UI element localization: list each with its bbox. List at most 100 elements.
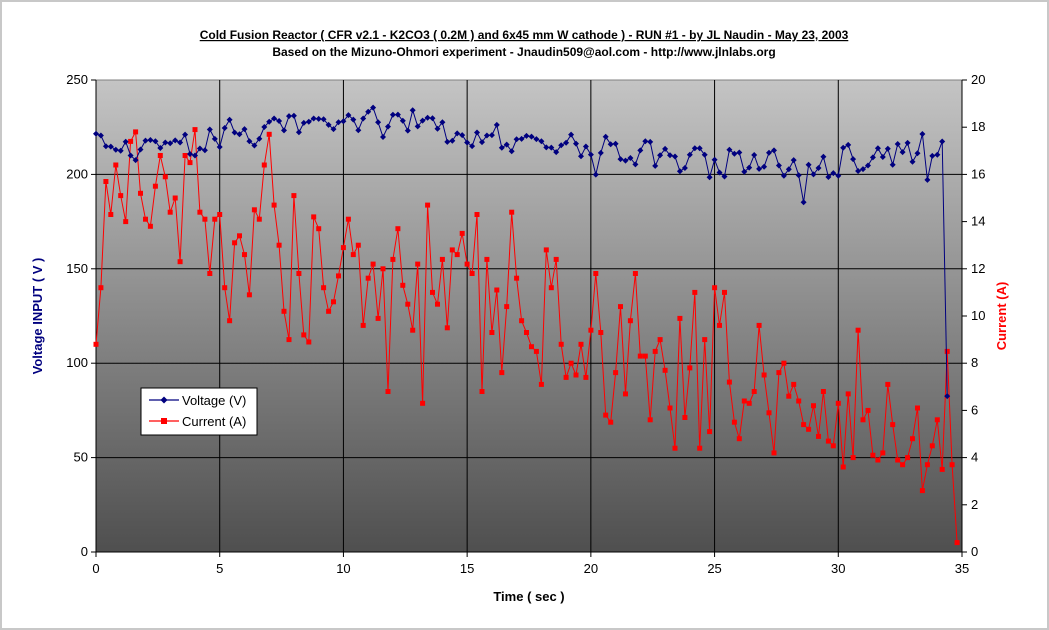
voltage-point: [746, 164, 753, 171]
current-point: [395, 226, 401, 232]
current-point: [910, 436, 915, 442]
voltage-point: [365, 108, 372, 115]
current-point: [519, 318, 525, 324]
current-point: [217, 212, 223, 217]
voltage-point: [637, 147, 644, 154]
voltage-point: [751, 152, 758, 158]
current-point: [553, 256, 559, 262]
voltage-point: [785, 166, 792, 173]
current-point: [627, 318, 633, 324]
current-point: [449, 247, 455, 253]
voltage-point: [919, 131, 926, 137]
current-point: [464, 261, 470, 267]
current-point: [222, 285, 228, 291]
voltage-point: [162, 139, 169, 146]
current-point: [578, 341, 584, 347]
current-point: [103, 179, 109, 184]
voltage-point: [934, 151, 941, 158]
voltage-point: [899, 149, 906, 156]
y-right-tick-label: 2: [971, 497, 978, 512]
y-right-tick-label: 0: [971, 544, 978, 559]
voltage-point: [810, 171, 817, 178]
voltage-point: [835, 172, 842, 179]
current-point: [291, 193, 297, 199]
current-point: [202, 216, 208, 222]
voltage-point: [716, 169, 723, 176]
voltage-point: [474, 129, 480, 136]
voltage-point: [488, 132, 495, 139]
voltage-point: [800, 199, 807, 206]
y-left-tick-label: 50: [74, 450, 88, 465]
voltage-point: [345, 112, 352, 119]
voltage-point: [256, 135, 263, 142]
current-point: [232, 240, 238, 246]
legend-voltage-label: Voltage (V): [182, 393, 246, 408]
voltage-point: [563, 139, 570, 146]
current-point: [439, 256, 445, 262]
voltage-point: [459, 132, 466, 139]
voltage-point: [483, 132, 490, 139]
voltage-point: [439, 119, 446, 126]
current-point: [306, 339, 312, 345]
current-point: [118, 193, 124, 199]
current-point: [712, 285, 718, 291]
voltage-point: [246, 138, 253, 145]
current-point: [543, 247, 549, 253]
current-point: [771, 450, 777, 456]
current-point: [816, 433, 821, 439]
current-point: [623, 391, 628, 397]
voltage-point: [879, 154, 886, 160]
current-point: [533, 348, 539, 354]
voltage-point: [375, 119, 382, 126]
current-point: [707, 429, 713, 435]
current-point: [637, 353, 643, 359]
current-point: [677, 315, 683, 321]
voltage-point: [627, 155, 634, 161]
current-point: [870, 452, 876, 458]
current-point: [697, 445, 703, 451]
current-point: [360, 322, 366, 328]
voltage-point: [290, 112, 297, 119]
current-point: [345, 216, 351, 222]
y-right-tick-label: 6: [971, 402, 978, 417]
y-right-tick-label: 4: [971, 450, 978, 465]
voltage-point: [360, 115, 367, 122]
y-left-tick-label: 100: [66, 355, 88, 370]
voltage-point: [305, 118, 312, 125]
voltage-point: [295, 129, 302, 136]
current-point: [331, 299, 336, 305]
voltage-point: [167, 140, 174, 147]
current-point: [355, 242, 361, 248]
current-point: [281, 308, 287, 314]
current-point: [227, 318, 233, 324]
current-point: [934, 417, 940, 423]
current-point: [504, 304, 510, 310]
current-point: [949, 462, 955, 468]
voltage-point: [721, 173, 728, 180]
voltage-point: [840, 144, 847, 151]
y-right-tick-label: 8: [971, 355, 978, 370]
current-point: [147, 223, 153, 229]
current-point: [682, 415, 688, 420]
current-point: [182, 153, 188, 158]
current-point: [509, 209, 515, 215]
current-point: [489, 330, 495, 335]
voltage-point: [192, 152, 198, 159]
voltage-point: [701, 151, 708, 158]
y-right-tick-label: 10: [971, 308, 985, 323]
current-point: [642, 353, 648, 359]
voltage-point: [558, 142, 565, 149]
current-point: [702, 337, 708, 343]
current-point: [138, 190, 143, 196]
current-point: [603, 412, 609, 418]
voltage-point: [385, 123, 391, 130]
current-point: [632, 271, 638, 276]
current-point: [375, 315, 381, 321]
voltage-point: [889, 161, 896, 168]
current-point: [167, 209, 173, 215]
voltage-point: [276, 118, 283, 124]
voltage-point: [518, 135, 525, 142]
voltage-point: [642, 138, 649, 145]
voltage-point: [617, 156, 624, 163]
